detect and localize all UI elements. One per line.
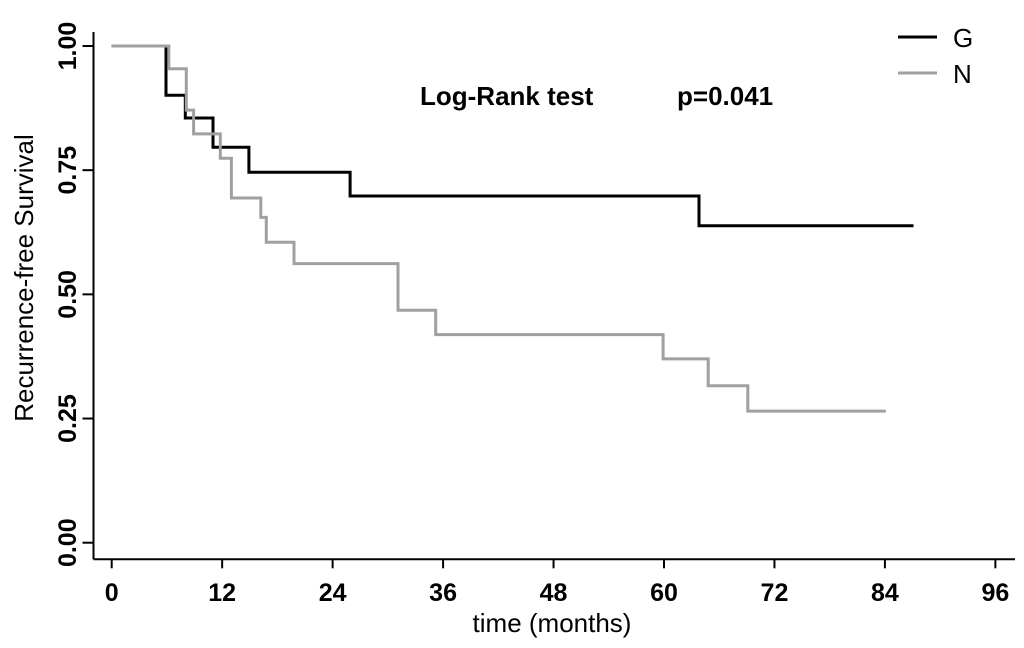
legend-label-g: G xyxy=(953,23,973,53)
x-tick-label: 36 xyxy=(429,579,457,607)
x-tick-label: 72 xyxy=(761,579,789,607)
survival-curve-g xyxy=(111,44,914,228)
x-axis-title: time (months) xyxy=(473,608,632,638)
x-tick-label: 24 xyxy=(319,579,347,607)
survival-curve-n xyxy=(111,44,886,413)
legend-label-n: N xyxy=(953,59,972,89)
x-tick-label: 84 xyxy=(871,579,899,607)
y-tick-label: 0.25 xyxy=(54,394,82,443)
y-tick-label: 0.50 xyxy=(54,270,82,319)
x-tick-label: 0 xyxy=(105,579,119,607)
x-tick-label: 96 xyxy=(981,579,1009,607)
y-tick-label: 0.75 xyxy=(54,146,82,195)
y-tick-label: 0.00 xyxy=(54,518,82,567)
x-tick-label: 12 xyxy=(208,579,236,607)
y-tick-label: 1.00 xyxy=(54,22,82,71)
logrank-test-label: Log-Rank test xyxy=(420,81,594,111)
x-tick-label: 48 xyxy=(540,579,568,607)
p-value-label: p=0.041 xyxy=(677,81,773,111)
y-axis-title: Recurrence-free Survival xyxy=(9,134,39,422)
x-tick-label: 60 xyxy=(650,579,678,607)
